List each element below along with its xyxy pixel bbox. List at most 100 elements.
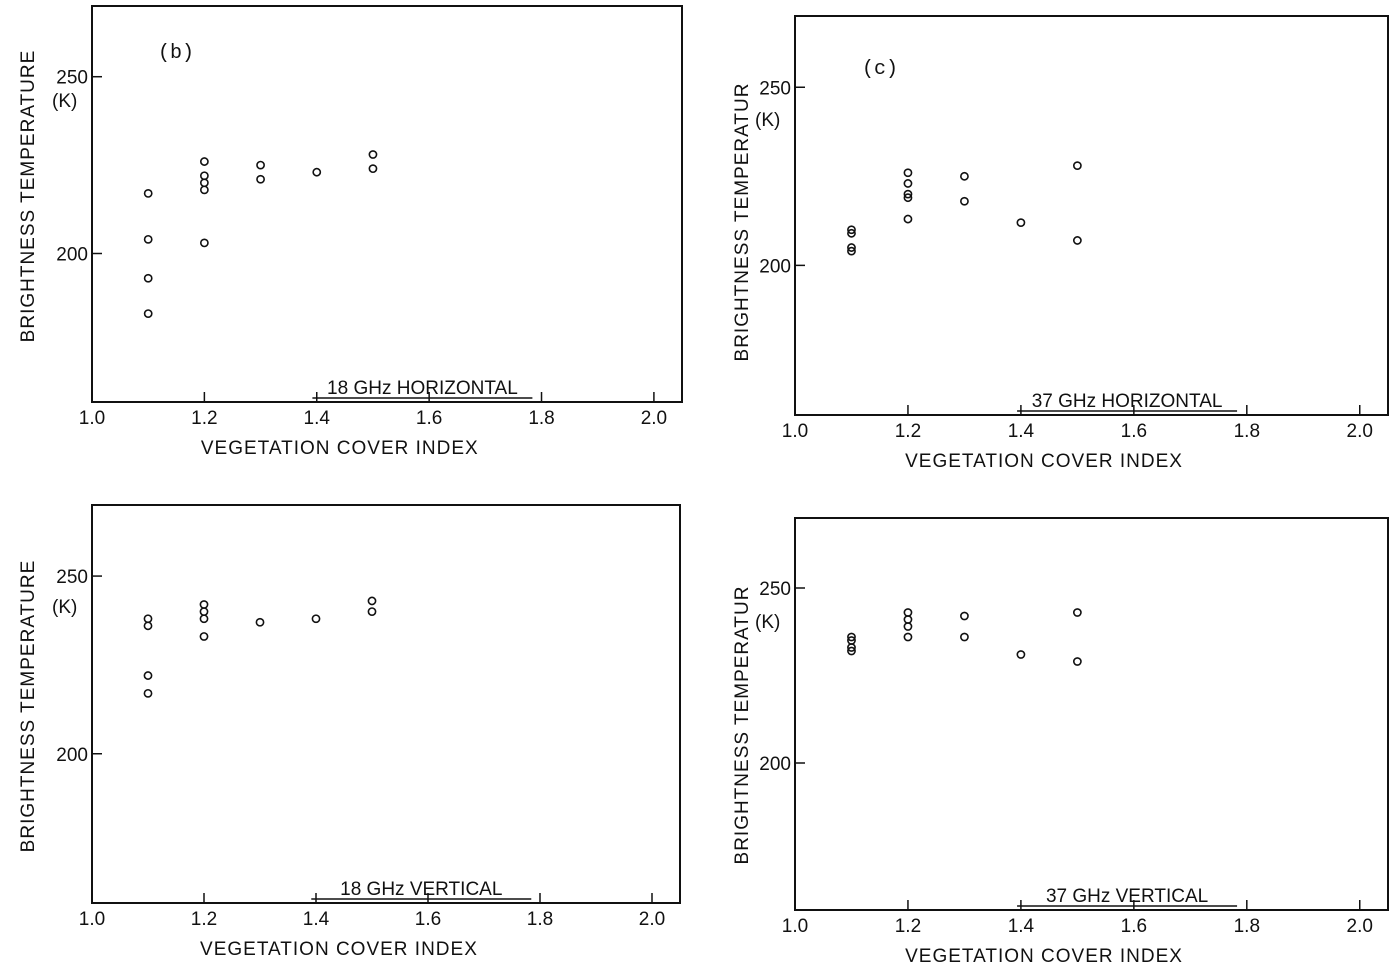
chart-panel-2: 1.0 1.2 1.4 1.6 1.8 2.0 200 250 VEGETATION COVER… bbox=[732, 15, 1389, 472]
x-tick-label: 1.4 bbox=[304, 408, 331, 429]
data-point bbox=[199, 157, 209, 166]
data-point bbox=[903, 189, 913, 199]
x-tick-label: 1.6 bbox=[1121, 421, 1147, 442]
data-point bbox=[1072, 608, 1082, 617]
x-tick-label: 2.0 bbox=[641, 408, 667, 429]
y-axis-label: BRIGHTNESS TEMPERATURE bbox=[18, 560, 39, 853]
data-point bbox=[367, 607, 377, 617]
data-point bbox=[903, 179, 913, 188]
data-point bbox=[143, 621, 153, 631]
y-axis-label: BRIGHTNESS TEMPERATUR bbox=[732, 586, 753, 865]
data-point bbox=[143, 309, 153, 319]
data-point bbox=[256, 174, 265, 184]
y-tick-label: 250 bbox=[56, 567, 88, 588]
chart-panel-3: 1.0 1.2 1.4 1.6 1.8 2.0 200 250 VEGETATION COVER… bbox=[18, 504, 681, 960]
data-point bbox=[256, 160, 265, 170]
plot-frame bbox=[91, 5, 683, 403]
x-axis-label: VEGETATION COVER INDEX bbox=[201, 438, 479, 459]
y-tick-label: 250 bbox=[759, 78, 791, 99]
data-point bbox=[312, 167, 322, 177]
data-point bbox=[143, 273, 153, 283]
x-tick-label: 1.4 bbox=[1008, 916, 1035, 937]
y-unit-label: (K) bbox=[52, 91, 77, 112]
data-point bbox=[143, 188, 153, 198]
data-point bbox=[847, 246, 856, 256]
data-point bbox=[847, 228, 856, 238]
x-axis-label: VEGETATION COVER INDEX bbox=[905, 451, 1183, 472]
x-axis-label: VEGETATION COVER INDEX bbox=[905, 946, 1183, 967]
chart-panel-1: 1.0 1.2 1.4 1.6 1.8 2.0 200 250 VEGETATION COVER… bbox=[18, 5, 683, 459]
plot-frame bbox=[91, 504, 681, 904]
data-point bbox=[903, 608, 913, 617]
data-point bbox=[960, 196, 969, 206]
data-point bbox=[1016, 218, 1026, 228]
data-point bbox=[311, 614, 321, 624]
x-tick-label: 1.8 bbox=[1234, 916, 1260, 937]
x-axis-label: VEGETATION COVER INDEX bbox=[200, 939, 478, 960]
data-point bbox=[960, 171, 969, 181]
x-tick-label: 1.8 bbox=[528, 408, 554, 429]
y-unit-label: (K) bbox=[755, 612, 780, 633]
y-tick-label: 200 bbox=[759, 754, 791, 775]
x-tick-label: 1.2 bbox=[895, 916, 921, 937]
data-point bbox=[1072, 236, 1082, 245]
x-tick-label: 1.4 bbox=[1008, 421, 1035, 442]
x-tick-label: 1.4 bbox=[303, 909, 330, 930]
x-tick-label: 2.0 bbox=[639, 909, 665, 930]
data-point bbox=[199, 600, 209, 609]
data-point bbox=[368, 150, 378, 159]
data-point bbox=[199, 238, 209, 248]
panel-letter: (c) bbox=[862, 58, 898, 81]
y-tick-label: 250 bbox=[56, 68, 88, 89]
x-tick-label: 1.0 bbox=[782, 421, 808, 442]
y-tick-label: 200 bbox=[759, 256, 791, 277]
data-point bbox=[143, 614, 153, 624]
y-tick-label: 200 bbox=[56, 745, 88, 766]
x-tick-label: 1.2 bbox=[191, 408, 217, 429]
data-point bbox=[903, 632, 913, 642]
data-point bbox=[847, 225, 856, 235]
data-point bbox=[367, 596, 377, 606]
data-point bbox=[960, 611, 969, 621]
data-point bbox=[143, 671, 153, 680]
data-point bbox=[143, 234, 153, 244]
data-point bbox=[1016, 650, 1026, 659]
data-point bbox=[199, 632, 209, 641]
x-tick-label: 1.0 bbox=[782, 916, 808, 937]
x-tick-label: 2.0 bbox=[1347, 916, 1373, 937]
data-point bbox=[847, 646, 856, 656]
data-point bbox=[143, 688, 153, 698]
x-tick-label: 1.8 bbox=[527, 909, 553, 930]
data-point bbox=[199, 178, 209, 188]
frequency-annotation: 37 GHz HORIZONTAL bbox=[1032, 391, 1223, 412]
data-point bbox=[199, 171, 209, 181]
data-point bbox=[903, 193, 913, 203]
x-tick-label: 1.6 bbox=[415, 909, 441, 930]
x-tick-label: 1.8 bbox=[1234, 421, 1260, 442]
frequency-annotation: 37 GHz VERTICAL bbox=[1046, 886, 1208, 907]
x-tick-label: 1.2 bbox=[191, 909, 217, 930]
frequency-annotation: 18 GHz VERTICAL bbox=[340, 879, 502, 900]
panel-letter: (b) bbox=[158, 42, 194, 65]
y-tick-label: 250 bbox=[759, 579, 791, 600]
x-tick-label: 1.0 bbox=[79, 408, 105, 429]
y-unit-label: (K) bbox=[755, 110, 780, 131]
y-unit-label: (K) bbox=[52, 597, 77, 618]
data-point bbox=[903, 168, 913, 178]
data-point bbox=[1072, 161, 1082, 171]
chart-panel-4: 1.0 1.2 1.4 1.6 1.8 2.0 200 250 VEGETATION COVER… bbox=[732, 517, 1389, 967]
x-tick-label: 1.6 bbox=[416, 408, 442, 429]
data-point bbox=[255, 617, 265, 627]
x-tick-label: 2.0 bbox=[1347, 421, 1373, 442]
data-point bbox=[847, 643, 856, 652]
x-tick-label: 1.2 bbox=[895, 421, 921, 442]
data-point bbox=[199, 185, 209, 195]
plot-frame bbox=[794, 15, 1389, 416]
y-tick-label: 200 bbox=[56, 245, 88, 266]
data-point bbox=[903, 615, 913, 624]
data-point bbox=[1072, 657, 1082, 666]
data-point bbox=[199, 607, 209, 617]
data-point bbox=[847, 243, 856, 252]
frequency-annotation: 18 GHz HORIZONTAL bbox=[327, 378, 518, 399]
